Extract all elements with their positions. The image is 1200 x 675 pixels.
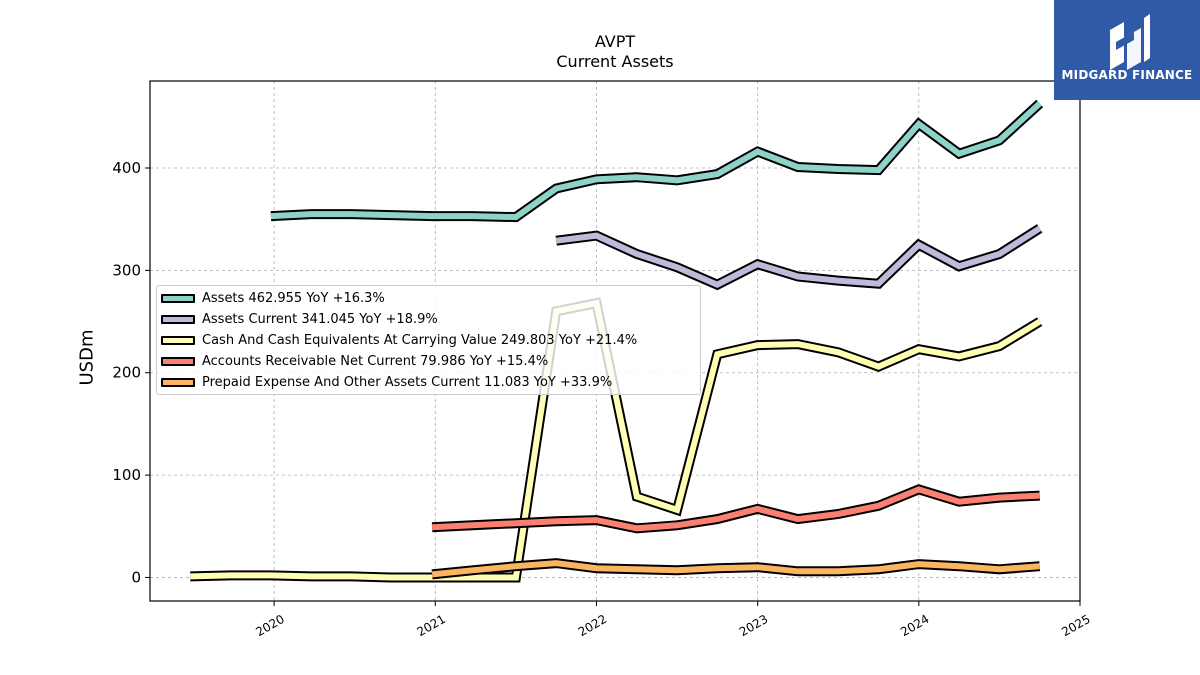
legend-label: Assets Current 341.045 YoY +18.9% — [202, 311, 438, 327]
x-axis: 2020 2021 2022 2023 2024 2025 — [253, 601, 1093, 639]
logo-mark-icon — [1110, 14, 1150, 70]
y-tick-label: 300 — [112, 261, 141, 279]
legend-label: Assets 462.955 YoY +16.3% — [202, 290, 385, 306]
series-line — [555, 225, 1042, 289]
y-tick-label: 0 — [131, 568, 141, 586]
series-assets-current — [555, 224, 1043, 291]
series-cash-and-cash-equivalents-at-carrying-value — [190, 297, 1043, 583]
x-tick-label: 2025 — [1059, 612, 1092, 639]
chart-subtitle: Current Assets — [556, 52, 674, 71]
series-accounts-receivable-net-current — [431, 484, 1040, 534]
x-tick-label: 2024 — [898, 612, 931, 639]
logo-text: MIDGARD FINANCE — [1061, 68, 1193, 82]
y-axis: 0 100 200 300 400 — [112, 159, 150, 586]
y-tick-label: 400 — [112, 159, 141, 177]
x-tick-label: 2021 — [415, 612, 448, 639]
legend-item: Assets 462.955 YoY +16.3% — [157, 288, 385, 308]
series-line — [190, 299, 1042, 581]
series-prepaid-expense-and-other-assets-current — [431, 558, 1041, 580]
legend-label: Prepaid Expense And Other Assets Current… — [202, 374, 613, 390]
brand-logo: MIDGARD FINANCE — [1054, 0, 1200, 100]
legend-item: Accounts Receivable Net Current 79.986 Y… — [157, 351, 548, 371]
legend-swatch — [161, 314, 195, 324]
x-tick-label: 2020 — [253, 612, 286, 639]
legend-swatch — [161, 377, 195, 387]
legend-label: Accounts Receivable Net Current 79.986 Y… — [202, 353, 549, 369]
y-tick-label: 100 — [112, 466, 141, 484]
legend-item: Cash And Cash Equivalents At Carrying Va… — [157, 330, 637, 350]
legend-label: Cash And Cash Equivalents At Carrying Va… — [202, 332, 638, 348]
series-line — [431, 560, 1040, 578]
x-tick-label: 2022 — [576, 612, 609, 639]
axes-frame — [149, 80, 1081, 602]
series-layer — [190, 99, 1044, 583]
y-axis-label: USDm — [76, 329, 98, 386]
series-line — [270, 101, 1042, 221]
legend-swatch — [161, 293, 195, 303]
series-line-outline — [270, 99, 1044, 223]
legend-item: Assets Current 341.045 YoY +18.9% — [157, 309, 438, 329]
x-tick-label: 2023 — [737, 612, 770, 639]
legend-swatch — [161, 356, 195, 366]
series-assets — [270, 99, 1044, 223]
y-axis-label-wrap: USDm — [72, 330, 102, 386]
y-tick-label: 200 — [112, 364, 141, 382]
legend-item: Prepaid Expense And Other Assets Current… — [157, 372, 612, 392]
legend: Assets 462.955 YoY +16.3% Assets Current … — [156, 285, 701, 395]
series-line — [431, 486, 1040, 532]
chart-title: AVPT — [594, 32, 636, 51]
legend-swatch — [161, 335, 195, 345]
